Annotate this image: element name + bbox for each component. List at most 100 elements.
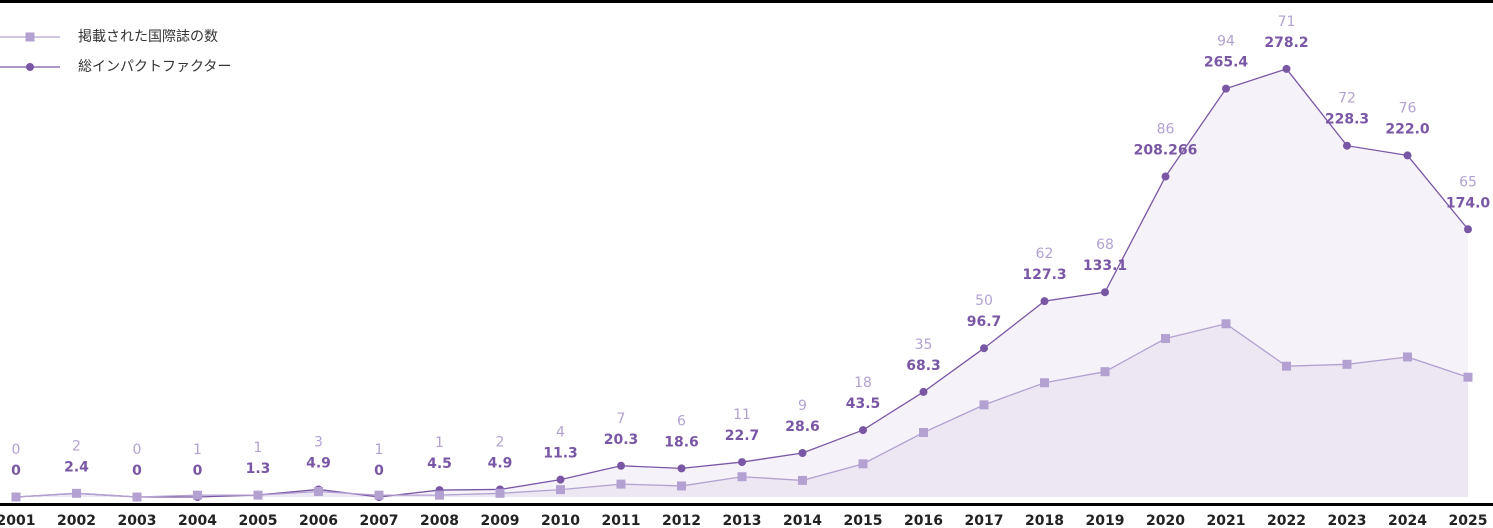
- marker: [132, 492, 142, 502]
- marker: [798, 475, 807, 485]
- data-label: 2: [72, 438, 81, 454]
- marker: [980, 344, 988, 353]
- x-tick-label: 2025: [1449, 513, 1488, 528]
- data-label: 4: [556, 425, 565, 441]
- data-label: 71: [1278, 14, 1296, 30]
- marker: [677, 464, 686, 473]
- x-tick-label: 2006: [299, 513, 338, 528]
- marker: [979, 400, 989, 410]
- data-label: 9: [798, 398, 807, 414]
- x-tick-label: 2024: [1388, 513, 1427, 528]
- data-label: 133.1: [1083, 258, 1127, 274]
- marker: [1101, 288, 1109, 297]
- data-label: 96.7: [967, 314, 1002, 330]
- data-label: 50: [975, 293, 993, 309]
- data-label: 1: [435, 435, 444, 451]
- marker: [1342, 359, 1352, 369]
- data-label: 0: [12, 442, 21, 458]
- marker: [798, 448, 807, 457]
- legend-label: 総インパクトファクター: [78, 59, 231, 75]
- data-label: 72: [1338, 91, 1356, 107]
- marker: [617, 461, 625, 470]
- x-tick-label: 2016: [904, 513, 943, 528]
- data-label: 2: [496, 434, 505, 450]
- marker: [1282, 64, 1291, 73]
- marker: [1222, 84, 1230, 93]
- marker: [1040, 378, 1049, 388]
- marker: [1403, 352, 1412, 362]
- marker: [677, 481, 686, 491]
- data-label: 43.5: [846, 396, 881, 412]
- data-label: 1.3: [246, 461, 271, 477]
- data-label: 1: [375, 442, 384, 458]
- data-label: 18.6: [664, 434, 699, 450]
- data-label: 68.3: [906, 358, 941, 374]
- x-tick-label: 2001: [0, 513, 35, 528]
- x-tick-label: 2010: [541, 513, 580, 528]
- data-label: 0: [374, 463, 384, 479]
- x-tick-label: 2007: [360, 513, 399, 528]
- x-tick-label: 2002: [57, 513, 96, 528]
- x-tick-label: 2009: [481, 513, 520, 528]
- marker: [314, 486, 323, 496]
- data-label: 35: [915, 337, 933, 353]
- marker: [738, 458, 746, 467]
- marker: [1040, 297, 1049, 306]
- x-tick-label: 2003: [118, 513, 157, 528]
- marker: [1464, 225, 1472, 234]
- marker: [1403, 151, 1412, 160]
- marker: [919, 428, 928, 438]
- data-label: 18: [854, 375, 872, 391]
- data-label: 265.4: [1204, 55, 1249, 71]
- data-label: 3: [314, 434, 323, 450]
- data-label: 11.3: [543, 446, 578, 462]
- marker: [1100, 367, 1110, 377]
- x-tick-label: 2015: [844, 513, 883, 528]
- data-label: 6: [677, 413, 686, 429]
- marker: [193, 490, 202, 500]
- data-label: 68: [1096, 237, 1114, 253]
- data-label: 7: [617, 411, 626, 427]
- marker: [1282, 361, 1291, 371]
- marker: [1161, 334, 1170, 344]
- x-tick-label: 2021: [1207, 513, 1246, 528]
- data-label: 28.6: [785, 419, 820, 435]
- marker: [556, 475, 565, 484]
- x-tick-label: 2023: [1328, 513, 1367, 528]
- data-label: 86: [1157, 122, 1175, 138]
- data-label: 208.266: [1134, 143, 1198, 159]
- data-label: 1: [193, 442, 202, 458]
- marker: [858, 459, 868, 469]
- marker: [859, 426, 867, 435]
- area: [16, 323, 1468, 497]
- data-label: 20.3: [604, 432, 639, 448]
- marker: [1161, 172, 1170, 181]
- marker: [556, 485, 565, 495]
- data-label: 65: [1459, 174, 1477, 190]
- marker: [919, 387, 928, 396]
- x-axis-line: [0, 503, 1493, 506]
- legend-marker: [25, 32, 35, 42]
- data-label: 174.0: [1446, 195, 1491, 211]
- legend-marker: [26, 63, 34, 71]
- marker: [435, 490, 444, 500]
- x-tick-label: 2014: [783, 513, 822, 528]
- data-label: 127.3: [1022, 267, 1066, 283]
- data-label: 228.3: [1325, 112, 1369, 128]
- marker: [616, 479, 626, 489]
- top-border: [0, 0, 1493, 3]
- marker: [11, 492, 21, 502]
- data-label: 4.9: [488, 455, 513, 471]
- data-label: 278.2: [1264, 35, 1308, 51]
- data-label: 94: [1217, 34, 1235, 50]
- data-label: 0: [133, 442, 142, 458]
- x-tick-label: 2020: [1146, 513, 1185, 528]
- marker: [1343, 141, 1351, 150]
- marker: [1463, 372, 1473, 382]
- data-label: 2.4: [64, 459, 89, 475]
- x-tick-label: 2017: [965, 513, 1004, 528]
- marker: [374, 490, 384, 500]
- x-tick-label: 2005: [239, 513, 278, 528]
- marker: [253, 490, 263, 500]
